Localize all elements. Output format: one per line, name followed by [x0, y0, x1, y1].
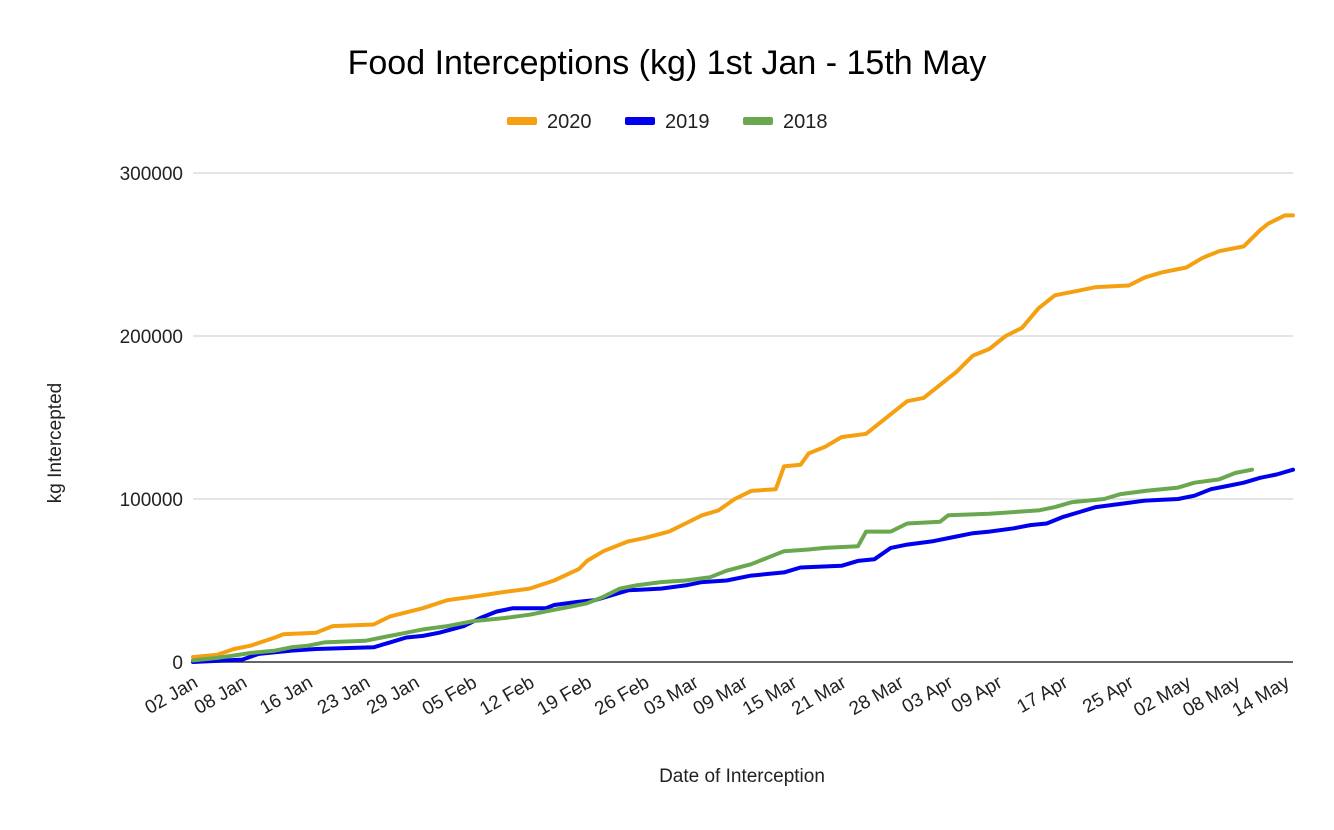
y-tick-label: 200000 — [120, 327, 183, 348]
legend-swatch-2020 — [507, 117, 537, 125]
x-tick-label: 08 Jan — [191, 672, 251, 719]
x-tick-label: 14 May — [1229, 672, 1294, 722]
x-tick-label: 03 Mar — [640, 672, 702, 720]
x-tick-label: 29 Jan — [363, 672, 423, 719]
x-tick-label: 23 Jan — [314, 672, 374, 719]
series-line-2018 — [191, 467, 1254, 663]
y-tick-label: 300000 — [120, 164, 183, 185]
y-tick-label: 100000 — [120, 490, 183, 511]
series-lines — [191, 213, 1295, 664]
y-tick-label: 0 — [172, 653, 183, 674]
legend-swatch-2019 — [625, 117, 655, 125]
x-tick-label: 19 Feb — [534, 672, 596, 720]
x-tick-label: 25 Apr — [1079, 672, 1138, 718]
series-line-2019 — [191, 467, 1295, 664]
series-line-2020 — [191, 213, 1295, 660]
legend-swatch-2018 — [743, 117, 773, 125]
legend-label-2019: 2019 — [665, 111, 710, 133]
legend-label-2018: 2018 — [783, 111, 828, 133]
y-axis-title: kg Intercepted — [45, 383, 66, 503]
x-tick-label: 05 Feb — [419, 672, 481, 720]
x-tick-label: 17 Apr — [1014, 672, 1073, 718]
legend: 2020 2019 2018 — [507, 111, 828, 133]
x-axis-title: Date of Interception — [659, 766, 825, 787]
x-tick-label: 16 Jan — [256, 672, 316, 719]
gridlines — [193, 172, 1293, 663]
y-axis-ticks: 0 100000 200000 300000 — [120, 164, 183, 674]
x-tick-label: 03 Apr — [899, 672, 958, 718]
x-tick-label: 28 Mar — [846, 672, 908, 720]
x-tick-label: 12 Feb — [476, 672, 538, 720]
x-tick-label: 09 Mar — [690, 672, 752, 720]
chart-title: Food Interceptions (kg) 1st Jan - 15th M… — [348, 44, 987, 82]
x-tick-label: 26 Feb — [591, 672, 653, 720]
x-tick-label: 09 Apr — [948, 672, 1007, 718]
x-tick-label: 15 Mar — [739, 672, 801, 720]
legend-label-2020: 2020 — [547, 111, 592, 133]
x-tick-label: 02 Jan — [142, 672, 202, 719]
x-tick-label: 21 Mar — [788, 672, 850, 720]
